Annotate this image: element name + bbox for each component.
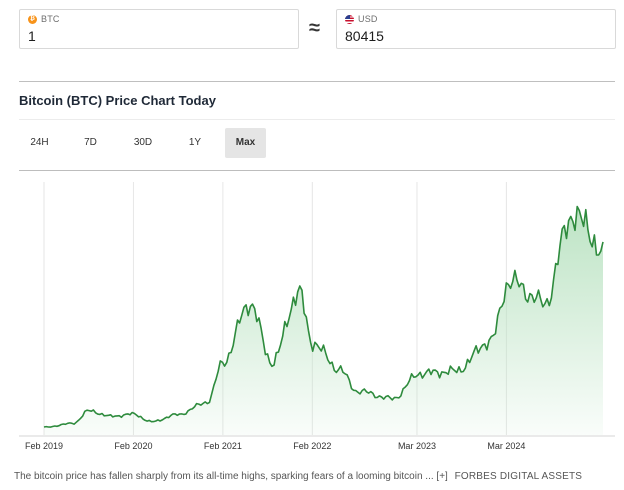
tab-30d[interactable]: 30D [133,137,153,148]
x-tick-label: Feb 2019 [25,441,63,451]
chart-title: Bitcoin (BTC) Price Chart Today [19,93,216,108]
usd-label-text: USD [358,14,378,24]
price-area-fill [44,206,603,435]
tab-max[interactable]: Max [225,128,266,158]
us-flag-icon [345,14,354,24]
btc-amount-box[interactable]: ₿ BTC [19,9,299,49]
usd-amount-box[interactable]: USD [336,9,616,49]
caption-text: The bitcoin price has fallen sharply fro… [14,471,448,482]
x-tick-label: Mar 2024 [487,441,525,451]
btc-amount-input[interactable] [28,28,268,44]
btc-currency-label: ₿ BTC [28,14,60,24]
timeframe-tabs: 24H 7D 30D 1Y Max [19,128,266,158]
x-tick-label: Feb 2022 [293,441,331,451]
price-chart: Feb 2019 Feb 2020 Feb 2021 Feb 2022 Mar 2023… [19,182,615,451]
usd-amount-input[interactable] [345,28,585,44]
usd-currency-label: USD [345,14,378,24]
x-tick-label: Mar 2023 [398,441,436,451]
caption-source: FORBES DIGITAL ASSETS [454,471,583,482]
x-tick-label: Feb 2020 [114,441,152,451]
tab-1y[interactable]: 1Y [188,137,202,148]
price-line [43,205,604,428]
tab-24h[interactable]: 24H [30,137,49,148]
bitcoin-icon: ₿ [28,14,37,24]
section-divider [19,81,615,82]
chart-top-border [19,170,615,171]
btc-label-text: BTC [41,14,60,24]
approx-symbol: ≈ [309,17,320,39]
x-tick-label: Feb 2021 [204,441,242,451]
chart-caption: The bitcoin price has fallen sharply fro… [14,471,582,482]
title-divider [19,119,615,120]
tab-7d[interactable]: 7D [84,137,97,148]
